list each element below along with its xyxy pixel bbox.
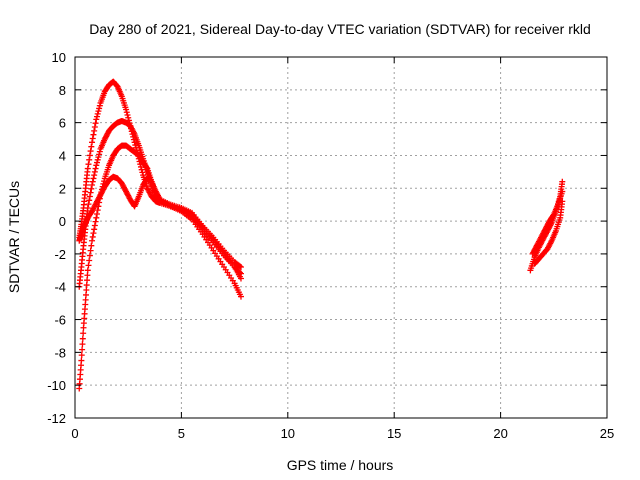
series-pass-7	[531, 198, 566, 267]
series-pass-3	[76, 142, 244, 392]
data-point	[92, 165, 99, 172]
data-point	[94, 110, 101, 117]
data-point	[79, 341, 86, 348]
data-point	[86, 156, 93, 163]
data-point	[85, 262, 92, 269]
data-point	[92, 120, 99, 127]
data-point	[96, 105, 103, 112]
data-point	[78, 352, 85, 359]
data-point	[559, 188, 566, 195]
data-point	[91, 172, 98, 179]
y-tick-label: 10	[52, 50, 66, 65]
x-tick-label: 5	[178, 426, 185, 441]
data-point	[95, 154, 102, 161]
x-tick-label: 0	[71, 426, 78, 441]
data-point	[90, 175, 97, 182]
y-tick-label: 2	[59, 181, 66, 196]
data-point	[88, 242, 95, 249]
data-point	[96, 102, 103, 109]
data-point	[84, 165, 91, 172]
grid-layer	[75, 57, 607, 418]
data-point	[80, 330, 87, 337]
chart-title: Day 280 of 2021, Sidereal Day-to-day VTE…	[89, 21, 591, 37]
data-point	[86, 193, 93, 200]
data-point	[89, 237, 96, 244]
data-point	[89, 178, 96, 185]
data-point	[96, 148, 103, 155]
data-point	[79, 335, 86, 342]
data-point	[237, 264, 244, 271]
data-point	[92, 218, 99, 225]
y-axis-label: SDTVAR / TECUs	[6, 181, 22, 293]
y-tick-label: -2	[54, 247, 66, 262]
data-point	[559, 198, 566, 205]
data-point	[91, 124, 98, 131]
y-tick-label: 4	[59, 148, 66, 163]
y-tick-label: 6	[59, 116, 66, 131]
data-point	[79, 346, 86, 353]
data-point	[93, 113, 100, 120]
data-point	[93, 162, 100, 169]
data-point	[559, 178, 566, 185]
data-point	[91, 226, 98, 233]
data-point	[85, 161, 92, 168]
data-point	[89, 135, 96, 142]
data-point	[86, 152, 93, 159]
data-point	[87, 189, 94, 196]
x-tick-label: 25	[600, 426, 614, 441]
data-point	[237, 275, 244, 282]
data-point	[85, 201, 92, 208]
x-axis-label: GPS time / hours	[287, 457, 394, 473]
data-point	[86, 252, 93, 259]
data-point	[90, 230, 97, 237]
data-point	[93, 159, 100, 166]
data-point	[91, 127, 98, 134]
y-tick-label: 0	[59, 214, 66, 229]
y-tick-label: 8	[59, 83, 66, 98]
data-point	[84, 204, 91, 211]
data-point	[124, 111, 131, 118]
y-tick-label: -12	[47, 411, 66, 426]
data-point	[96, 151, 103, 158]
y-tick-label: -10	[47, 378, 66, 393]
data-point	[237, 293, 244, 300]
y-tick-label: -4	[54, 280, 66, 295]
data-point	[86, 257, 93, 264]
data-point	[95, 108, 102, 115]
data-point	[90, 131, 97, 138]
data-point	[86, 197, 93, 204]
data-point	[87, 247, 94, 254]
data-point	[87, 148, 94, 155]
data-point	[93, 116, 100, 123]
x-tick-label: 20	[493, 426, 507, 441]
x-tick-label: 10	[281, 426, 295, 441]
data-point	[143, 164, 150, 171]
y-tick-label: -8	[54, 345, 66, 360]
data-point	[88, 143, 95, 150]
data-point	[84, 267, 91, 274]
data-point	[89, 181, 96, 188]
ticks-layer: 0 5 10 15 20 25 -12 -10 -8 -6 -4 -2 0 2 4 6 8 10	[47, 50, 614, 441]
data-point	[78, 357, 85, 364]
x-tick-label: 15	[387, 426, 401, 441]
y-tick-label: -6	[54, 313, 66, 328]
data-point	[88, 185, 95, 192]
data-point	[123, 109, 130, 116]
series-pass-4	[76, 173, 244, 282]
data-point	[94, 156, 101, 163]
data-point	[93, 210, 100, 217]
data-point	[91, 222, 98, 229]
data-point	[89, 233, 96, 240]
plot-frame	[74, 56, 608, 419]
points-layer	[76, 78, 566, 392]
data-point	[91, 168, 98, 175]
data-point	[89, 139, 96, 146]
data-point	[123, 106, 130, 113]
data-point	[125, 114, 132, 121]
data-point	[236, 263, 243, 270]
data-point	[93, 214, 100, 221]
